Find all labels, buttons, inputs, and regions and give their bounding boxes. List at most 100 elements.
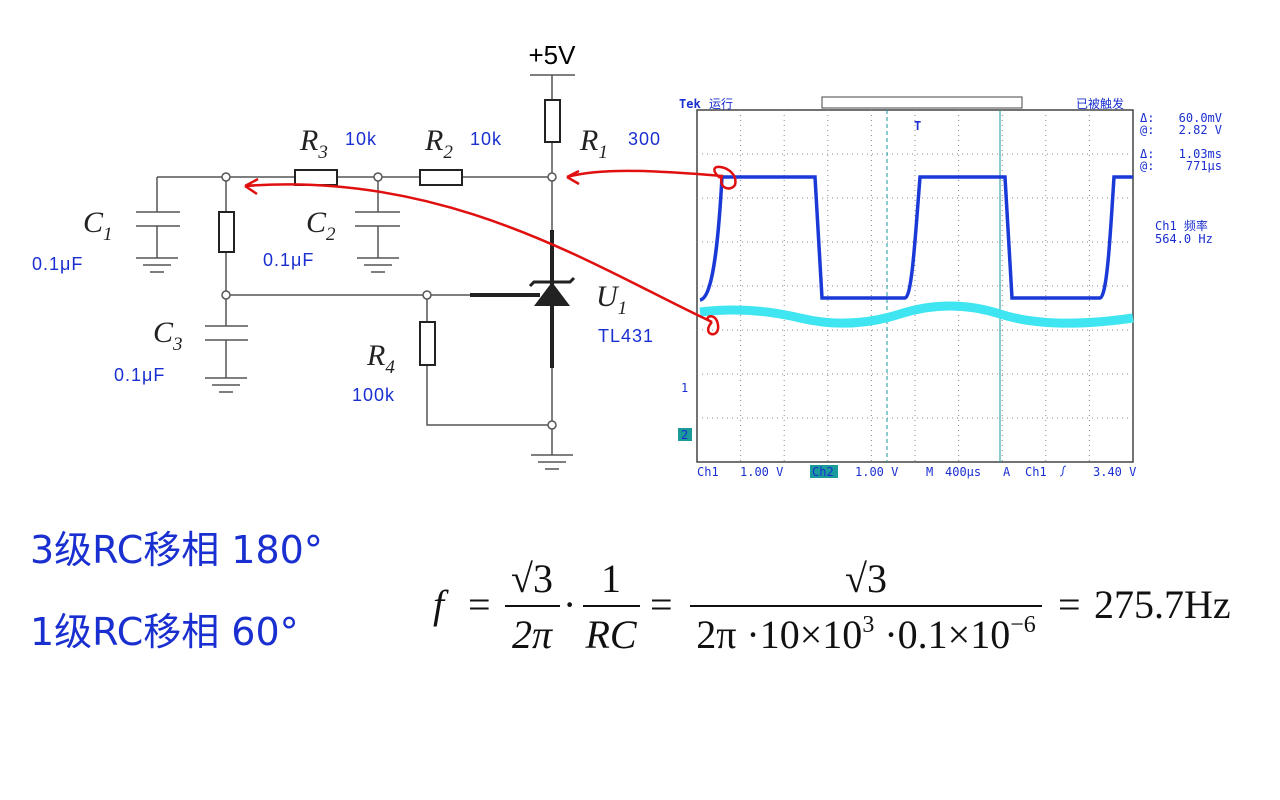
component-symbol: U — [596, 280, 620, 313]
formula-eq: = — [468, 582, 491, 627]
cursor-label: Δ: — [1140, 147, 1154, 161]
formula-den: 2π — [512, 612, 553, 657]
ch1-trace — [699, 175, 1133, 302]
r2-body — [419, 169, 463, 186]
footer-text: Ch1 — [1025, 465, 1047, 479]
component-index: 2 — [326, 224, 336, 245]
component-index: 1 — [103, 224, 113, 245]
component-label: R2 — [424, 124, 453, 163]
component-symbol: R — [579, 124, 598, 157]
cursor-label: @: — [1140, 159, 1154, 173]
cursor-label: Δ: — [1140, 111, 1154, 125]
measurement-label: Ch1 频率 — [1155, 218, 1208, 233]
formula-num: 1 — [601, 556, 621, 601]
formula-result: 275.7Hz — [1094, 582, 1231, 627]
footer-text: 1.00 V — [740, 465, 783, 479]
scope-frame — [677, 94, 1137, 480]
cursor-value: 771μs — [1186, 159, 1222, 173]
component-index: 2 — [443, 142, 453, 163]
formula-lhs: f — [433, 582, 449, 627]
note: 1级RC移相 60° — [30, 610, 299, 654]
ch2-trace — [699, 301, 1134, 328]
measurement-value: 564.0 Hz — [1155, 232, 1213, 246]
component-symbol: C — [83, 206, 104, 239]
component-value: 100k — [352, 385, 395, 405]
component-label: C1 — [83, 206, 113, 245]
component-symbol: R — [424, 124, 443, 157]
formula-num: √3 — [511, 556, 553, 601]
component-value: 300 — [628, 129, 661, 149]
arrow — [566, 165, 737, 190]
component-value: 0.1μF — [114, 365, 165, 385]
cursor-value: 60.0mV — [1179, 111, 1222, 125]
footer-text: 1.00 V — [855, 465, 898, 479]
footer-text: A — [1003, 465, 1011, 479]
component-label: U1 — [596, 280, 627, 319]
ch2-marker: 2 — [681, 428, 688, 442]
tl431-triangle — [534, 282, 570, 306]
nodes — [221, 172, 557, 430]
formula-dot: · — [563, 582, 576, 627]
footer-text: 400μs — [945, 465, 981, 479]
component-value: 10k — [345, 129, 377, 149]
ch2-badge — [810, 465, 838, 478]
component-symbol: C — [306, 206, 327, 239]
arrow — [244, 177, 720, 336]
formula-den: 2π ·10×103 ·0.1×10−6 — [696, 612, 1036, 657]
oscilloscope: Tek 运行 已被触发 T 1 2 Δ: 60.0mV @: 2.82 V Δ: 1.03… — [677, 94, 1222, 480]
tl431-bar — [528, 276, 576, 288]
footer-text: Ch1 — [697, 465, 719, 479]
component-symbol: C — [153, 316, 174, 349]
formula-num: √3 — [845, 556, 887, 601]
component-value: TL431 — [598, 326, 654, 346]
component-symbol: R — [299, 124, 318, 157]
formula-eq: = — [650, 582, 673, 627]
scope-trigger-state: 已被触发 — [1076, 96, 1124, 111]
r-body — [218, 211, 235, 253]
formula-den: RC — [584, 612, 637, 657]
r3-body — [294, 169, 338, 186]
trigger-marker: T — [914, 119, 921, 133]
component-label: R3 — [299, 124, 328, 163]
cursor-label: @: — [1140, 123, 1154, 137]
component-symbol: R — [366, 339, 385, 372]
component-value: 0.1μF — [32, 254, 83, 274]
component-value: 10k — [470, 129, 502, 149]
den-exp: −6 — [1010, 612, 1036, 638]
den-part: ·0.1×10 — [874, 612, 1010, 657]
component-label: R1 — [579, 124, 608, 163]
ch2-marker-box — [678, 428, 692, 441]
footer-text: 3.40 V — [1093, 465, 1136, 479]
component-index: 3 — [317, 142, 328, 163]
component-value: 0.1μF — [263, 250, 314, 270]
component-label: C2 — [306, 206, 336, 245]
formula: f = √3 2π · 1 RC = √3 2π ·10×103 ·0.1×10… — [433, 556, 1231, 657]
scope-grid — [697, 110, 1133, 462]
scope-state: 运行 — [709, 97, 733, 111]
den-part: 2π ·10×10 — [696, 612, 862, 657]
ch1-marker: 1 — [681, 381, 688, 395]
supply-label: +5V — [529, 40, 577, 70]
grounds — [136, 257, 573, 470]
component-index: 3 — [172, 334, 183, 355]
component-index: 1 — [618, 298, 628, 319]
component-label: R4 — [366, 339, 395, 378]
cursor-value: 2.82 V — [1179, 123, 1222, 137]
footer-text: M — [926, 465, 933, 479]
formula-eq: = — [1058, 582, 1081, 627]
r4-body — [419, 321, 436, 366]
footer-text: Ch2 — [812, 465, 834, 479]
scope-brand: Tek — [679, 97, 701, 111]
cursor-value: 1.03ms — [1179, 147, 1222, 161]
component-index: 1 — [598, 142, 608, 163]
record-bar — [821, 96, 1023, 109]
trigger-slope — [1059, 465, 1067, 477]
r1-body — [544, 99, 561, 143]
note: 3级RC移相 180° — [30, 528, 323, 572]
den-exp: 3 — [862, 612, 874, 638]
wires — [136, 75, 553, 455]
component-label: C3 — [153, 316, 183, 355]
